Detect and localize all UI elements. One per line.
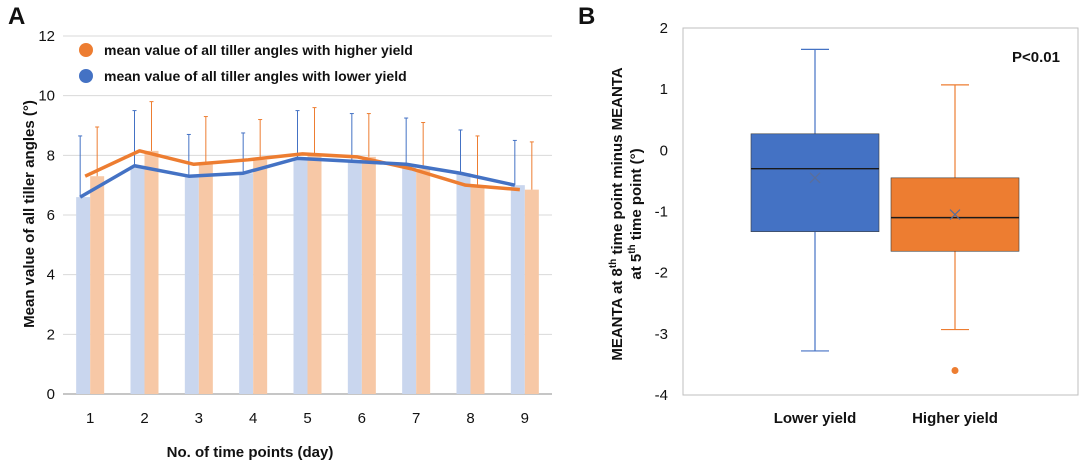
panel-b-ylabel-part: at 5	[628, 254, 645, 280]
y-tick-label: 0	[660, 142, 668, 159]
x-tick-label: 9	[521, 410, 529, 427]
panel-b-ylabel-sup: th	[627, 244, 638, 253]
legend-marker-higher-yield	[79, 43, 93, 57]
mean-marker	[809, 172, 821, 184]
y-tick-label: 6	[47, 207, 55, 224]
y-tick-label: 8	[47, 147, 55, 164]
bar	[239, 173, 254, 394]
panel-b-y-ticks: -4 -3 -2 -1 0 1 2	[655, 20, 668, 404]
panel-a-error-bars	[78, 101, 534, 198]
x-tick-label: 4	[249, 410, 257, 427]
bar	[198, 164, 213, 394]
panel-a-lines	[79, 149, 520, 199]
bar	[510, 185, 525, 394]
x-tick-label: 1	[86, 410, 94, 427]
legend-marker-lower-yield	[79, 69, 93, 83]
bar	[144, 150, 159, 394]
y-tick-label: -1	[655, 204, 668, 221]
y-tick-label: 2	[47, 326, 55, 343]
y-tick-label: 0	[47, 386, 55, 403]
panel-a-bars	[76, 150, 539, 394]
panel-b-box-plot: B -4 -3 -2 -1 0 1 2 Lower yield Higher yield P<…	[578, 3, 1079, 427]
bar	[90, 176, 105, 394]
y-tick-label: -4	[655, 387, 668, 404]
y-tick-label: 12	[38, 28, 55, 45]
x-tick-label: 8	[466, 410, 474, 427]
panel-b-y-axis-label-line1: MEANTA at 8th time point minus MEANTA	[608, 67, 626, 361]
panel-b-plot-frame	[682, 27, 1079, 396]
y-tick-label: 1	[660, 81, 668, 98]
panel-a-y-ticks: 0 2 4 6 8 10 12	[38, 28, 55, 403]
panel-b-x-ticks: Lower yield Higher yield	[774, 410, 998, 427]
panel-b-ylabel-part: MEANTA at 8	[609, 268, 626, 361]
outlier-point	[951, 367, 959, 375]
bar	[307, 153, 322, 394]
legend-label-lower-yield: mean value of all tiller angles with low…	[104, 68, 407, 84]
x-category-label: Higher yield	[912, 410, 998, 427]
bar	[347, 161, 362, 394]
x-tick-label: 3	[195, 410, 203, 427]
x-tick-label: 2	[140, 410, 148, 427]
bar	[293, 158, 308, 394]
bar	[416, 168, 431, 394]
panel-b-ylabel-part: time point minus MEANTA	[609, 67, 626, 259]
panel-a-x-ticks: 1 2 3 4 5 6 7 8 9	[86, 410, 529, 427]
panel-b-boxes	[750, 48, 1020, 375]
panel-b-p-value: P<0.01	[1012, 49, 1060, 66]
y-tick-label: 10	[38, 88, 55, 105]
bar	[361, 156, 376, 394]
y-tick-label: 2	[660, 20, 668, 37]
panel-a-letter: A	[8, 3, 25, 30]
panel-b-ylabel-sup: th	[608, 259, 619, 268]
x-category-label: Lower yield	[774, 410, 857, 427]
x-tick-label: 5	[303, 410, 311, 427]
panel-b-ylabel-part: time point (°)	[628, 148, 645, 244]
bar	[456, 173, 471, 394]
series-line	[84, 149, 520, 192]
box	[750, 133, 880, 232]
bar	[184, 176, 199, 394]
panel-a-legend: mean value of all tiller angles with hig…	[79, 42, 413, 84]
panel-b-letter: B	[578, 3, 595, 30]
mean-marker	[949, 209, 961, 220]
bar	[470, 185, 485, 394]
y-tick-label: 4	[47, 267, 55, 284]
panel-b-y-axis-label-line2: at 5th time point (°)	[627, 148, 645, 279]
legend-label-higher-yield: mean value of all tiller angles with hig…	[104, 42, 413, 58]
panel-a-y-axis-label: Mean value of all tiller angles (°)	[21, 100, 38, 328]
bar	[253, 159, 268, 394]
y-tick-label: -3	[655, 326, 668, 343]
bar	[130, 165, 145, 394]
bar	[524, 189, 539, 394]
panel-a-x-axis-label: No. of time points (day)	[167, 444, 334, 461]
series-line	[79, 156, 516, 199]
x-tick-label: 7	[412, 410, 420, 427]
bar	[402, 164, 417, 394]
bar	[76, 197, 91, 394]
y-tick-label: -2	[655, 265, 668, 282]
x-tick-label: 6	[358, 410, 366, 427]
